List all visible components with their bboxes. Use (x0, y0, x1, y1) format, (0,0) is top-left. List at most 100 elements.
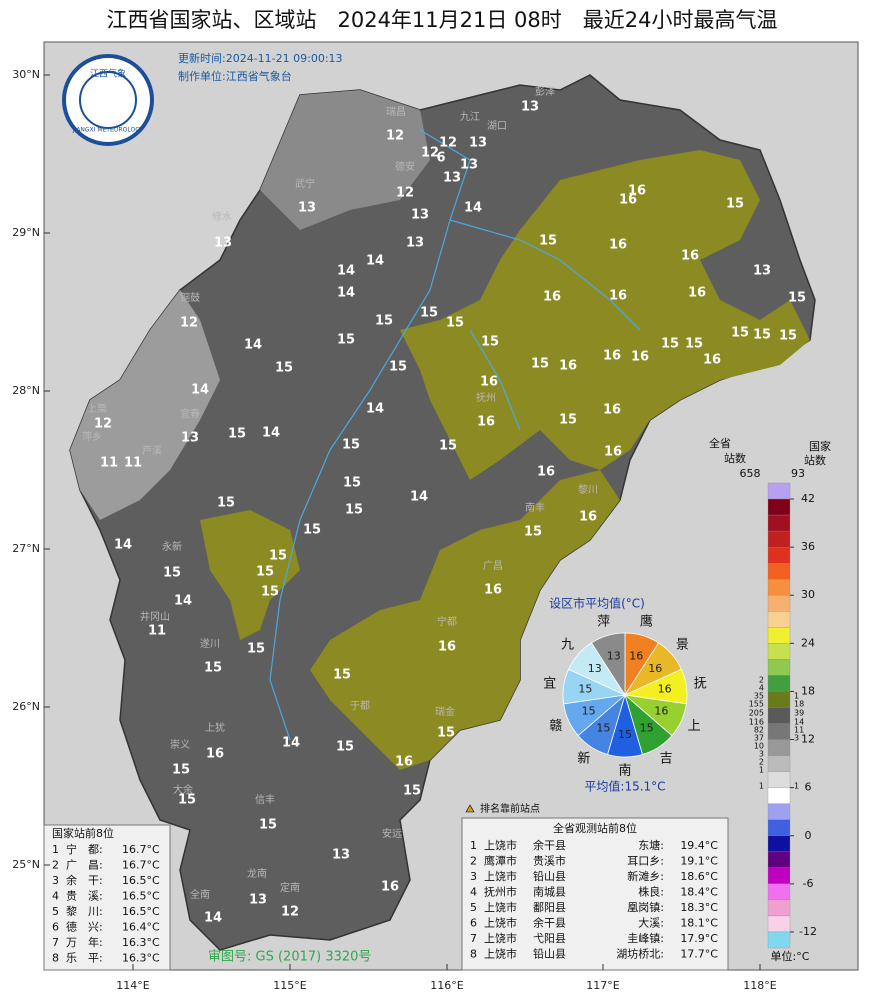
colorbar-bin (767, 851, 791, 868)
station-value: 13 (249, 893, 267, 908)
province-cell: 余干县 (533, 838, 566, 852)
station-value: 13 (521, 100, 539, 115)
station-value: 13 (406, 236, 424, 251)
marker-note: 排名靠前站点 (480, 802, 540, 815)
station-value: 11 (100, 456, 118, 471)
national-table-box (43, 824, 171, 971)
province-count: 2 (759, 676, 764, 685)
place-name: 上犹 (205, 722, 225, 734)
lat-label: 28°N (12, 384, 40, 397)
station-value: 14 (191, 383, 209, 398)
station-value: 15 (204, 661, 222, 676)
station-value: 15 (403, 784, 421, 799)
pie-value: 15 (618, 728, 632, 741)
province-cell: 上饶市 (484, 838, 517, 852)
station-value: 16 (703, 353, 721, 368)
place-name: 瑞金 (435, 705, 455, 718)
place-name: 黎川 (578, 483, 598, 496)
national-cell: 万 年: (66, 935, 103, 949)
colorbar-bin (767, 643, 791, 660)
national-count: 1 (794, 782, 799, 791)
pie-city: 宜 (543, 677, 556, 692)
logo-ring (79, 71, 137, 129)
lat-label: 27°N (12, 542, 40, 555)
colorbar-label: 6 (805, 781, 812, 794)
pie-city: 鹰 (640, 614, 653, 630)
province-cell: 鹰潭市 (484, 854, 517, 868)
province-cell: 18.3°C (680, 901, 718, 914)
province-count: 205 (749, 709, 764, 718)
national-cell: 3 (52, 874, 59, 887)
place-name: 永新 (162, 540, 182, 553)
station-value: 15 (375, 314, 393, 329)
colorbar-bin (767, 675, 791, 692)
colorbar-bin (767, 723, 791, 740)
national-cell: 乐 平: (66, 952, 103, 965)
place-name: 修水 (212, 210, 232, 223)
title: 江西省国家站、区域站 2024年11月21日 08时 最近24小时最高气温 (106, 8, 777, 32)
lon-label: 114°E (116, 979, 149, 992)
station-value: 16 (559, 359, 577, 374)
colorbar-bin (767, 659, 791, 676)
province-cell: 铅山县 (533, 947, 566, 961)
pie-title: 设区市平均值(°C) (549, 596, 645, 611)
colorbar-bin (767, 691, 791, 708)
station-value: 15 (446, 316, 464, 331)
station-value: 16 (631, 350, 649, 365)
pie-value: 16 (658, 682, 672, 695)
province-count: 4 (759, 684, 764, 693)
light-area (70, 290, 220, 520)
station-value: 14 (262, 426, 280, 441)
place-name: 龙南 (247, 867, 267, 880)
colorbar-label: 30 (801, 588, 815, 601)
station-value: 14 (244, 338, 262, 353)
lat-label: 25°N (12, 858, 40, 871)
station-value: 16 (603, 349, 621, 364)
national-cell: 5 (52, 905, 59, 918)
station-value: 15 (726, 197, 744, 212)
station-value: 15 (731, 326, 749, 341)
station-value: 15 (269, 549, 287, 564)
colorbar-label: 12 (801, 733, 815, 746)
station-value: 14 (174, 594, 192, 609)
place-name: 井冈山 (140, 610, 170, 623)
national-cell: 余 干: (66, 873, 103, 887)
legend-header: 全省 (709, 436, 731, 450)
station-value: 13 (411, 208, 429, 223)
station-value: 16 (480, 375, 498, 390)
pie-value: 15 (640, 722, 654, 735)
logo-text: JIANGXI METEOROLOGY (72, 127, 144, 134)
pie-value: 15 (582, 705, 596, 718)
station-value: 14 (410, 490, 428, 505)
station-value: 14 (204, 911, 222, 926)
station-value: 11 (148, 624, 166, 639)
legend-header: 站数 (724, 451, 746, 465)
province-cell: 上饶市 (484, 931, 517, 945)
station-value: 12 (94, 417, 112, 432)
table-title: 全省观测站前8位 (553, 821, 637, 835)
station-value: 15 (559, 413, 577, 428)
colorbar-bin (767, 883, 791, 901)
lon-label: 116°E (430, 979, 463, 992)
national-cell: 贵 溪: (66, 890, 103, 903)
national-cell: 2 (52, 859, 59, 872)
station-value: 6 (436, 151, 445, 166)
station-value: 15 (685, 337, 703, 352)
station-value: 12 (180, 316, 198, 331)
province-cell: 抚州市 (484, 885, 517, 899)
station-value: 15 (163, 566, 181, 581)
pie-city: 抚 (694, 677, 707, 692)
place-name: 抚州 (476, 392, 496, 404)
station-value: 15 (256, 565, 274, 580)
station-value: 14 (366, 254, 384, 269)
pie-city: 南 (618, 763, 631, 779)
station-value: 14 (464, 201, 482, 216)
station-value: 14 (114, 538, 132, 553)
station-value: 15 (343, 476, 361, 491)
producer: 制作单位:江西省气象台 (178, 69, 292, 83)
station-value: 13 (298, 201, 316, 216)
update-time: 更新时间:2024-11-21 09:00:13 (178, 51, 343, 65)
station-value: 16 (484, 583, 502, 598)
province-cell: 2 (470, 855, 477, 868)
marker-icon (465, 804, 475, 813)
